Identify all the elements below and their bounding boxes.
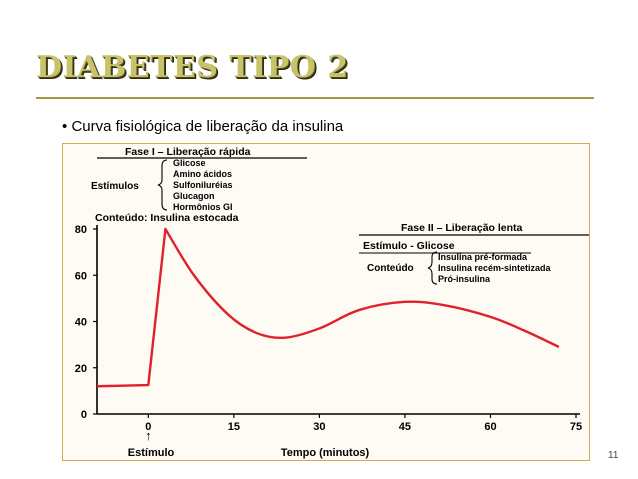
stimulus-arrow-icon: ↑ xyxy=(145,428,152,443)
phase2-brace xyxy=(427,251,438,285)
y-tick-label: 0 xyxy=(81,409,87,421)
figure-frame: 0 20 40 60 80 0 15 30 45 60 75 Fase I – Liberação … xyxy=(62,143,590,461)
phase1-stimulus-2: Amino ácidos xyxy=(173,169,232,179)
phase1-content-line: Conteúdo: Insulina estocada xyxy=(95,212,239,224)
x-axis-label: Tempo (minutos) xyxy=(281,447,370,459)
chart-axes xyxy=(96,225,580,415)
phase2-stimulus-line: Estímulo - Glicose xyxy=(363,240,455,252)
phase1-stimulus-3: Sulfoniluréias xyxy=(173,180,233,190)
phase1-annotation: Fase I – Liberação rápida Estímulos Glic… xyxy=(91,146,307,224)
stimulus-label: Estímulo xyxy=(128,447,175,459)
phase1-brace xyxy=(157,159,168,211)
bullet-text: Curva fisiológica de liberação da insuli… xyxy=(71,118,344,135)
x-tick-label: 30 xyxy=(313,421,325,433)
phase2-content-3: Pró-insulina xyxy=(438,274,491,284)
chart-curve-group xyxy=(96,227,560,388)
y-tick-label: 60 xyxy=(75,270,87,282)
bullet-item: • Curva fisiológica de liberação da insu… xyxy=(62,118,343,135)
phase1-stimulus-5: Hormônios GI xyxy=(173,202,233,212)
y-tick-label: 20 xyxy=(75,363,87,375)
phase1-stimuli-label: Estímulos xyxy=(91,181,139,192)
y-tick-label: 80 xyxy=(75,224,87,236)
insulin-curve xyxy=(96,227,560,388)
phase1-header: Fase I – Liberação rápida xyxy=(125,146,251,158)
phase2-content-1: Insulina pré-formada xyxy=(438,252,528,262)
phase2-content-label: Conteúdo xyxy=(367,263,414,274)
x-tick-label: 60 xyxy=(484,421,496,433)
x-tick-label: 0 xyxy=(145,421,151,433)
phase2-annotation: Fase II – Liberação lenta Estímulo - Gli… xyxy=(359,222,589,285)
x-tick-label: 15 xyxy=(228,421,240,433)
phase1-stimulus-1: Glicose xyxy=(173,158,206,168)
page-number: 11 xyxy=(608,450,619,461)
y-tick-label: 40 xyxy=(75,317,87,329)
slide-title: DIABETES TIPO 2 xyxy=(36,50,349,85)
x-tick-label: 75 xyxy=(570,421,582,433)
phase1-stimulus-4: Glucagon xyxy=(173,191,215,201)
insulin-release-chart: 0 20 40 60 80 0 15 30 45 60 75 Fase I – Liberação … xyxy=(75,146,589,459)
x-tick-label: 45 xyxy=(399,421,411,433)
phase2-header: Fase II – Liberação lenta xyxy=(401,222,523,234)
phase2-content-2: Insulina recém-sintetizada xyxy=(438,263,552,273)
chart-ticks: 0 20 40 60 80 0 15 30 45 60 75 xyxy=(75,224,582,433)
bullet-marker: • xyxy=(62,118,68,135)
title-divider xyxy=(36,97,594,99)
